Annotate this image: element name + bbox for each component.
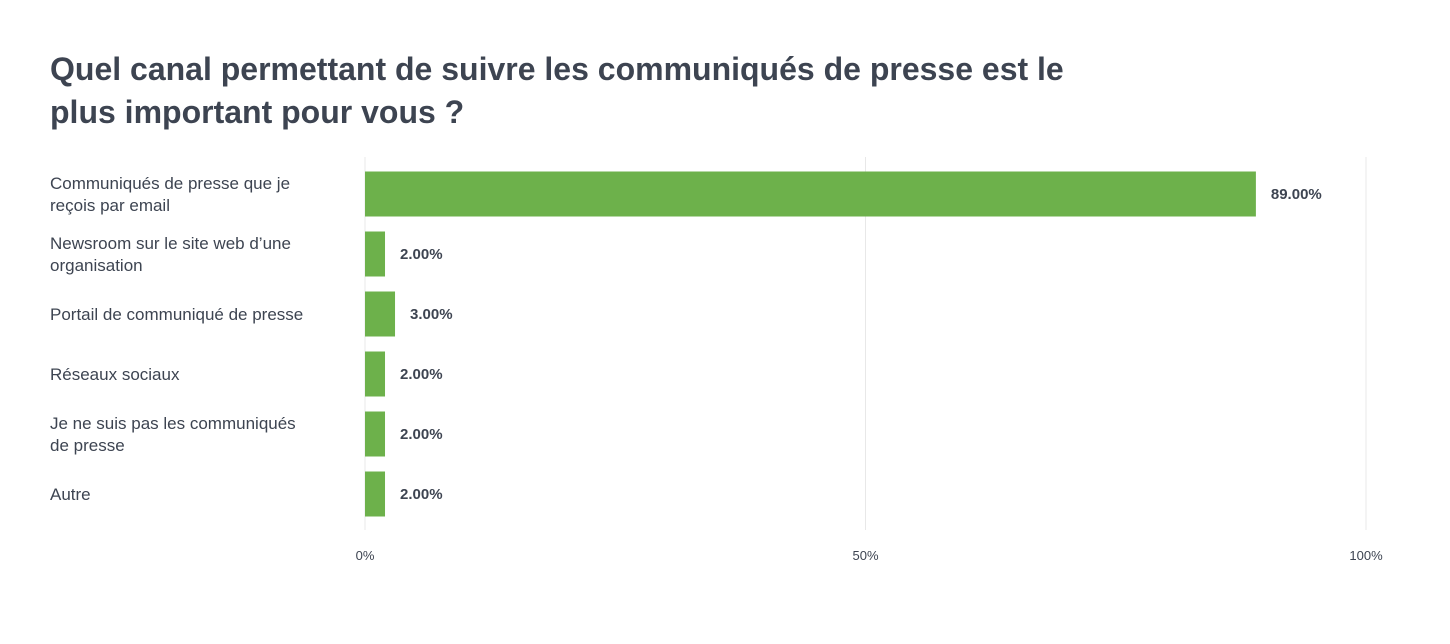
bar <box>365 351 386 397</box>
x-tick-label: 0% <box>356 548 375 563</box>
bar <box>365 171 1256 217</box>
category-label: Réseaux sociaux <box>50 365 180 384</box>
x-tick-label: 50% <box>852 548 878 563</box>
x-tick-label: 100% <box>1349 548 1383 563</box>
bar <box>365 471 386 517</box>
category-label: Portail de communiqué de presse <box>50 305 303 324</box>
x-axis-ticks: 0% 50% 100% <box>356 548 1383 563</box>
bars <box>365 171 1256 517</box>
value-labels: 89.00% 2.00% 3.00% 2.00% 2.00% 2.00% <box>400 186 1322 503</box>
category-label: Je ne suis pas les communiqués de presse <box>50 414 296 455</box>
data-label: 2.00% <box>400 246 443 263</box>
data-label: 2.00% <box>400 366 443 383</box>
category-label: Newsroom sur le site web d’une organisati… <box>50 234 291 275</box>
bar <box>365 231 386 277</box>
data-label: 2.00% <box>400 426 443 443</box>
category-label: Autre <box>50 485 91 504</box>
category-labels: Communiqués de presse que je reçois par e… <box>50 174 303 504</box>
data-label: 2.00% <box>400 486 443 503</box>
data-label: 89.00% <box>1271 186 1322 203</box>
gridlines <box>364 157 1367 530</box>
bar <box>365 411 386 457</box>
data-label: 3.00% <box>410 306 453 323</box>
bar <box>365 291 396 337</box>
category-label: Communiqués de presse que je reçois par e… <box>50 174 290 215</box>
chart-title: Quel canal permettant de suivre les comm… <box>50 51 1064 130</box>
